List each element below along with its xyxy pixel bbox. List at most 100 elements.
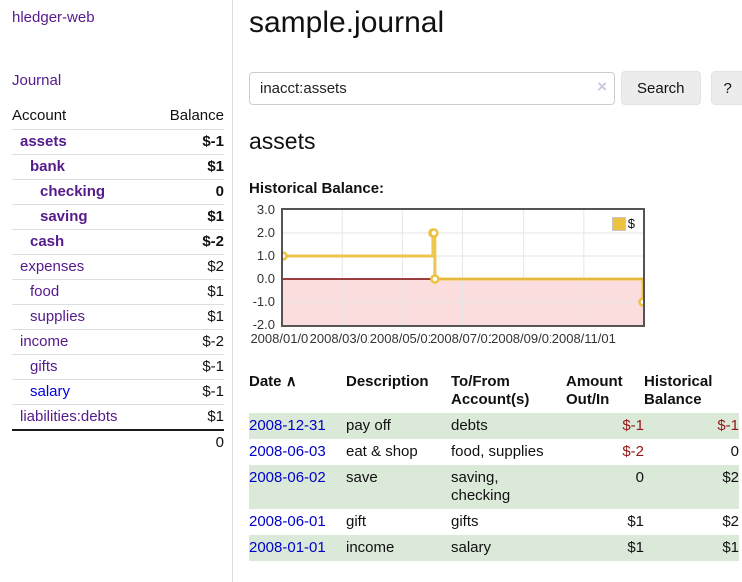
transaction-date-cell: 2008-06-02 xyxy=(249,465,346,509)
register-row: 2008-06-02 save saving, checking 0 $2 xyxy=(249,465,739,509)
accounts-table: Account Balance assets $-1 bank $1 checking 0… xyxy=(12,104,224,455)
y-axis-tick-label: -1.0 xyxy=(252,294,275,309)
accounts-header-account: Account xyxy=(12,107,67,124)
register-row: 2008-12-31 pay off debts $-1 $-1 xyxy=(249,413,739,439)
y-axis-tick-label: -2.0 xyxy=(252,317,275,332)
x-axis-tick-label: 2008/03/01 xyxy=(309,331,376,346)
transaction-description: income xyxy=(346,539,395,556)
sidebar-account-supplies[interactable]: supplies xyxy=(30,308,86,325)
transaction-date-link[interactable]: 2008-06-03 xyxy=(249,443,326,460)
header-label: Date xyxy=(249,373,282,390)
x-axis-tick-label: 2008/01/01 xyxy=(250,331,316,346)
account-row: liabilities:debts $1 xyxy=(12,404,224,430)
transaction-date-link[interactable]: 2008-01-01 xyxy=(249,539,326,556)
transaction-balance: $-1 xyxy=(717,417,739,434)
account-row: expenses $2 xyxy=(12,254,224,280)
transaction-description: save xyxy=(346,469,378,486)
app-title-link[interactable]: hledger-web xyxy=(12,9,95,26)
header-label: Account(s) xyxy=(451,391,530,408)
help-button[interactable]: ? xyxy=(710,71,742,105)
account-row: cash $-2 xyxy=(12,229,224,255)
sidebar-item-journal[interactable]: Journal xyxy=(12,72,62,89)
account-balance: $1 xyxy=(118,154,224,180)
sidebar-account-salary[interactable]: salary xyxy=(30,383,71,400)
register-header-row: Date ∧ Description To/From Account(s) Amount… xyxy=(249,369,739,413)
account-row: supplies $1 xyxy=(12,304,224,330)
sidebar-account-expenses[interactable]: expenses xyxy=(20,258,85,275)
account-row: assets $-1 xyxy=(12,129,224,155)
register-row: 2008-06-01 gift gifts $1 $2 xyxy=(249,509,739,535)
transaction-description: eat & shop xyxy=(346,443,418,460)
search-input[interactable] xyxy=(249,71,615,105)
transaction-balance: $2 xyxy=(722,469,739,486)
header-label: Historical xyxy=(644,373,713,390)
transaction-date-link[interactable]: 2008-12-31 xyxy=(249,417,326,434)
chart-title: Historical Balance: xyxy=(249,180,385,197)
legend-label: $ xyxy=(627,216,635,231)
account-row: salary $-1 xyxy=(12,379,224,405)
account-name-cell: food xyxy=(12,279,118,305)
account-balance: $2 xyxy=(118,254,224,280)
account-balance: $1 xyxy=(118,279,224,305)
chart-legend: $ xyxy=(610,215,636,232)
transaction-balance: 0 xyxy=(730,443,739,460)
sidebar-account-gifts[interactable]: gifts xyxy=(30,358,58,375)
transaction-date-cell: 2008-06-01 xyxy=(249,509,346,535)
balance-chart: $ 3.0 2.0 1.0 0.0 -1.0 -2.0 2008/01/01 2008/03/… xyxy=(249,203,729,350)
transaction-accounts: debts xyxy=(451,417,488,434)
account-name-cell: liabilities:debts xyxy=(12,404,118,430)
account-row: saving $1 xyxy=(12,204,224,230)
transaction-date-link[interactable]: 2008-06-02 xyxy=(249,469,326,486)
sidebar-account-saving[interactable]: saving xyxy=(40,208,88,225)
account-balance: $-2 xyxy=(118,329,224,355)
sidebar-account-food[interactable]: food xyxy=(30,283,60,300)
transaction-date-cell: 2008-12-31 xyxy=(249,413,346,439)
account-balance: $1 xyxy=(118,304,224,330)
x-axis-tick-label: 2008/05/01 xyxy=(369,331,436,346)
x-axis-tick-label: 2008/11/01 xyxy=(550,331,617,346)
accounts-header-row: Account Balance xyxy=(12,104,224,130)
account-balance: $1 xyxy=(118,204,224,230)
sidebar-account-bank[interactable]: bank xyxy=(30,158,66,175)
x-axis-tick-label: 2008/07/01 xyxy=(429,331,496,346)
sidebar-account-assets[interactable]: assets xyxy=(20,133,67,150)
sidebar-account-income[interactable]: income xyxy=(20,333,69,350)
header-label: Description xyxy=(346,373,429,390)
register-header-description: Description xyxy=(346,369,451,413)
transaction-date-link[interactable]: 2008-06-01 xyxy=(249,513,326,530)
transaction-amount: 0 xyxy=(635,469,644,486)
account-balance: $-1 xyxy=(118,379,224,405)
sort-asc-icon: ∧ xyxy=(285,373,297,390)
y-axis-tick-label: 3.0 xyxy=(256,202,275,217)
sidebar-account-liabilities-debts[interactable]: liabilities:debts xyxy=(20,408,118,425)
account-balance: $-2 xyxy=(118,229,224,255)
sidebar-account-cash[interactable]: cash xyxy=(30,233,65,250)
register-header-date[interactable]: Date ∧ xyxy=(249,369,346,413)
transaction-amount: $1 xyxy=(627,513,644,530)
sidebar-account-checking[interactable]: checking xyxy=(40,183,106,200)
account-row: bank $1 xyxy=(12,154,224,180)
transaction-accounts: salary xyxy=(451,539,492,556)
account-name-cell: cash xyxy=(12,229,118,255)
header-label: Out/In xyxy=(566,391,610,408)
register-header-accounts: To/From Account(s) xyxy=(451,369,566,413)
account-name-cell: expenses xyxy=(12,254,118,280)
register-row: 2008-01-01 income salary $1 $1 xyxy=(249,535,739,561)
account-name-cell: checking xyxy=(12,179,118,205)
accounts-total-row: 0 xyxy=(12,429,224,455)
header-label: To/From xyxy=(451,373,510,390)
register-table: Date ∧ Description To/From Account(s) Amount… xyxy=(249,369,739,561)
account-balance: 0 xyxy=(118,179,224,205)
account-balance: $-1 xyxy=(118,129,224,155)
account-name-cell: assets xyxy=(12,129,118,155)
account-balance: $1 xyxy=(118,404,224,430)
transaction-date-cell: 2008-01-01 xyxy=(249,535,346,561)
transaction-amount: $-2 xyxy=(622,443,644,460)
search-button[interactable]: Search xyxy=(621,71,701,105)
chart-plot-area: $ xyxy=(278,208,648,327)
clear-search-icon[interactable]: × xyxy=(597,76,607,96)
account-balance: $-1 xyxy=(118,354,224,380)
y-axis-tick-label: 1.0 xyxy=(256,248,275,263)
register-row: 2008-06-03 eat & shop food, supplies $-2 0 xyxy=(249,439,739,465)
